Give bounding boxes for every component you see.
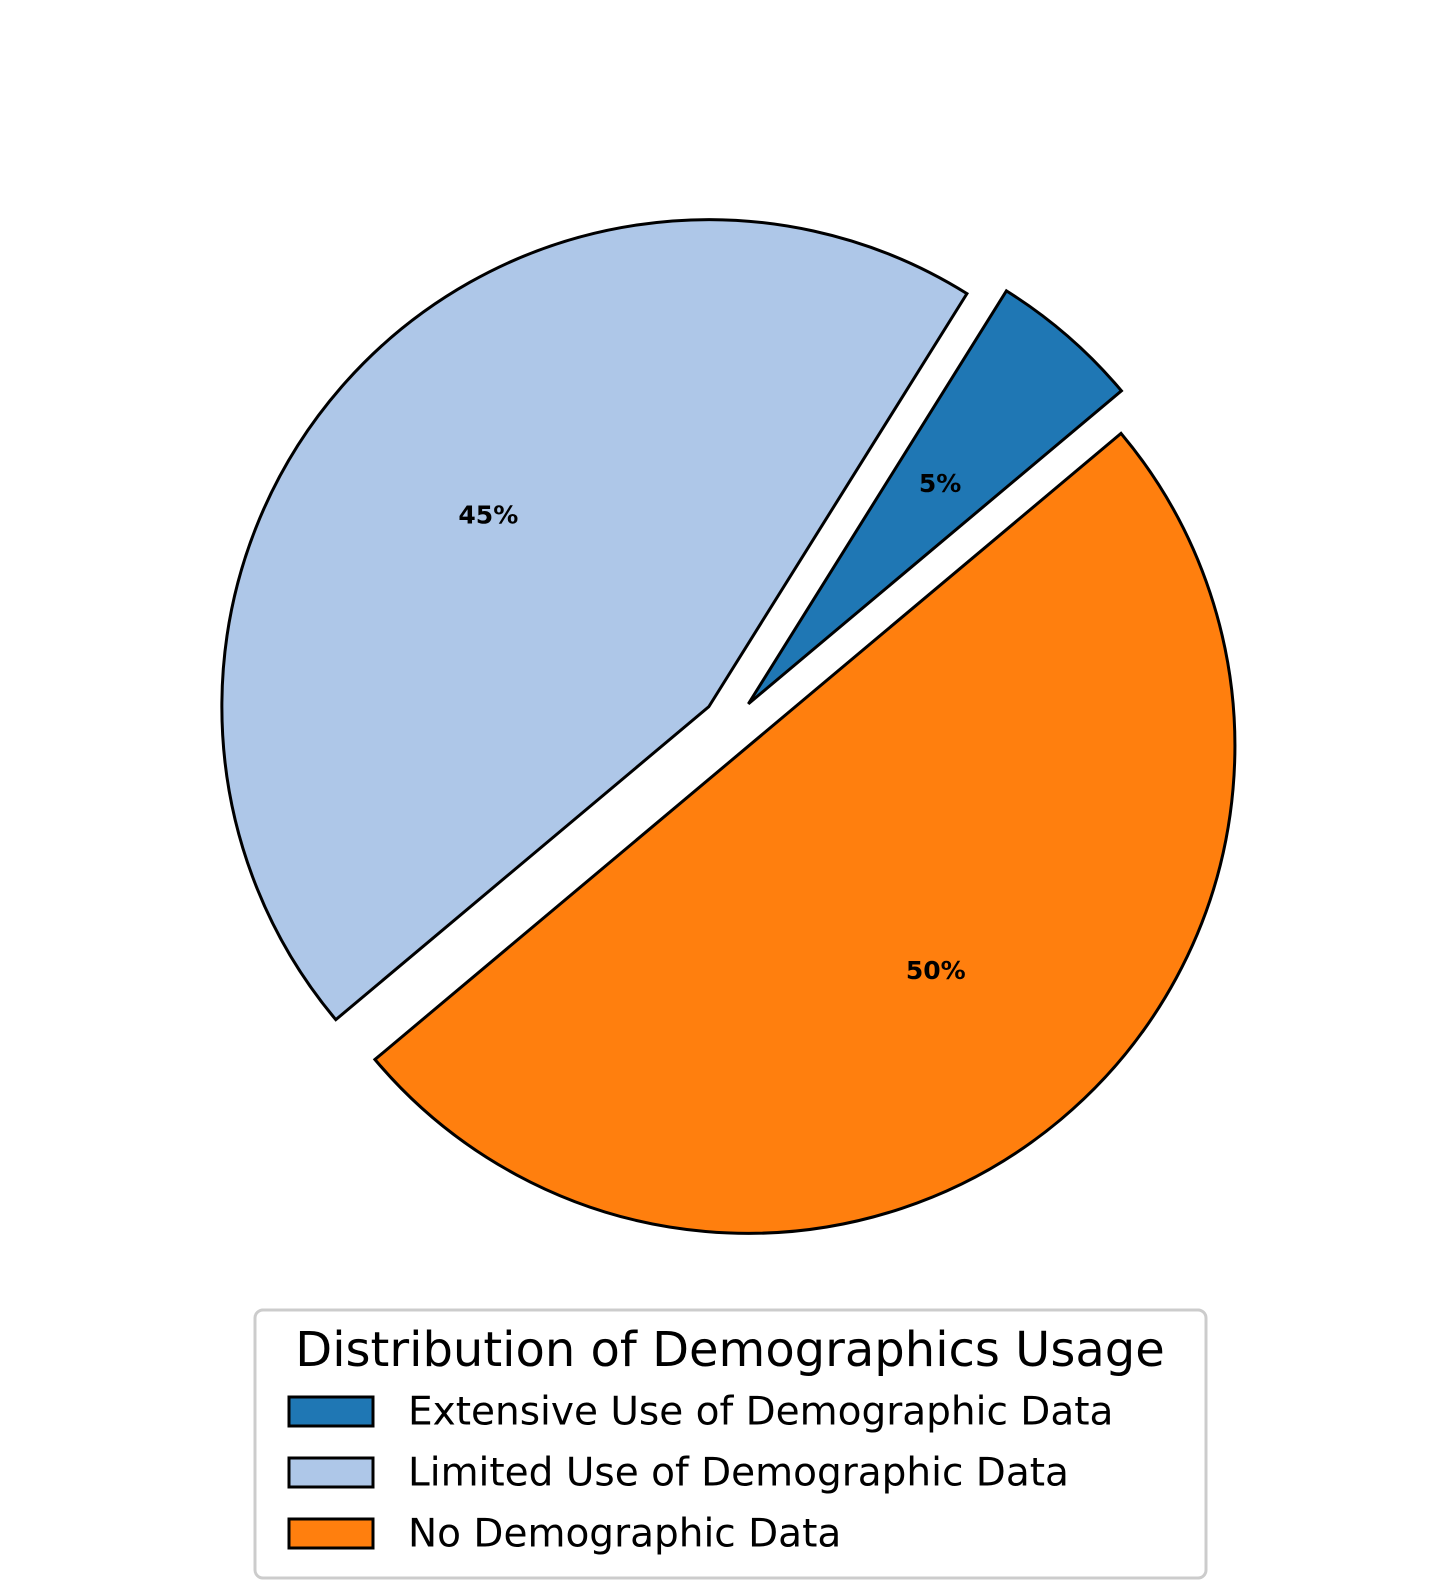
pie-percent-label-extensive-use-of-demographic-data: 5% <box>919 469 961 498</box>
legend-label-extensive-use-of-demographic-data: Extensive Use of Demographic Data <box>408 1390 1113 1435</box>
legend-label-no-demographic-data: No Demographic Data <box>408 1512 841 1557</box>
pie-percent-label-limited-use-of-demographic-data: 45% <box>458 500 518 529</box>
legend-entries: Extensive Use of Demographic Data Limited… <box>287 1390 1113 1557</box>
legend-label-limited-use-of-demographic-data: Limited Use of Demographic Data <box>408 1451 1069 1496</box>
pie-percent-label-no-demographic-data: 50% <box>906 956 966 985</box>
legend-swatch-extensive-use-of-demographic-data <box>287 1395 375 1428</box>
pie-slice-extensive-use-of-demographic-data <box>747 288 1124 706</box>
legend-title: Distribution of Demographics Usage <box>295 1322 1164 1378</box>
legend-box <box>253 1308 1208 1580</box>
pie-percent-labels: 5% 45% 50% <box>458 469 965 985</box>
pie-slices <box>220 218 1237 1235</box>
legend: Distribution of Demographics Usage Exten… <box>253 1308 1208 1580</box>
pie-slice-limited-use-of-demographic-data <box>220 218 970 1022</box>
legend-swatch-no-demographic-data <box>287 1517 375 1550</box>
pie-slice-no-demographic-data <box>372 431 1237 1235</box>
legend-swatch-limited-use-of-demographic-data <box>287 1456 375 1489</box>
